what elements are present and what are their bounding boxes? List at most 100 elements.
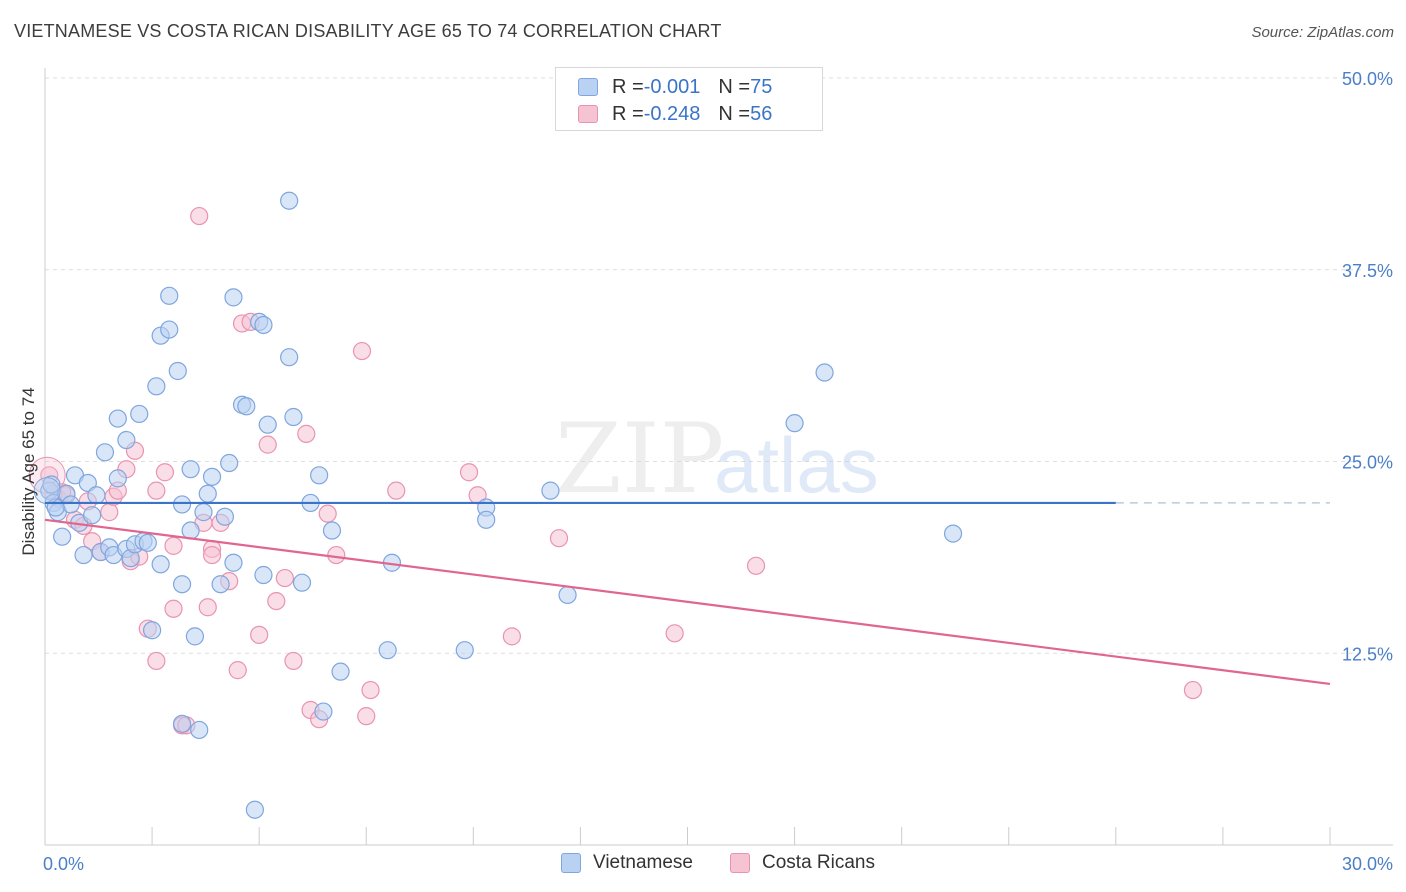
point-vietnamese — [245, 800, 264, 819]
legend-r-value: -0.001 — [643, 75, 701, 98]
point-costa-ricans — [297, 424, 316, 443]
point-vietnamese — [224, 288, 243, 307]
point-vietnamese — [61, 495, 80, 514]
point-costa-ricans — [190, 206, 209, 226]
source-label: Source: ZipAtlas.com — [1251, 24, 1394, 41]
legend-swatch-pink — [578, 105, 598, 123]
point-costa-ricans — [459, 463, 479, 482]
point-vietnamese — [455, 641, 474, 660]
point-vietnamese — [147, 377, 166, 396]
point-vietnamese — [331, 662, 350, 681]
point-vietnamese — [74, 545, 93, 565]
y-tick-label: 37.5% — [1342, 261, 1393, 281]
point-vietnamese — [215, 507, 234, 526]
point-vietnamese — [194, 503, 213, 522]
watermark-zip: ZIP — [555, 403, 724, 515]
legend-n-value: 56 — [750, 102, 773, 125]
point-vietnamese — [160, 286, 179, 305]
point-vietnamese — [117, 430, 136, 450]
point-costa-ricans — [665, 624, 684, 643]
point-costa-ricans — [387, 481, 406, 500]
point-vietnamese — [211, 575, 230, 594]
point-vietnamese — [815, 363, 834, 382]
point-vietnamese — [558, 585, 577, 605]
point-vietnamese — [378, 641, 397, 660]
point-vietnamese — [172, 714, 192, 733]
point-costa-ricans — [147, 481, 166, 500]
point-vietnamese — [292, 573, 312, 592]
point-vietnamese — [172, 575, 192, 594]
point-costa-ricans — [746, 556, 766, 575]
point-costa-ricans — [100, 503, 119, 522]
point-vietnamese — [108, 409, 127, 428]
point-costa-ricans — [327, 545, 346, 565]
legend-swatch-pink — [730, 853, 750, 873]
point-vietnamese — [95, 443, 115, 462]
series-vietnamese — [33, 191, 963, 819]
legend-row-costa-ricans: R = -0.248 N = 56 — [578, 102, 772, 126]
point-vietnamese — [237, 397, 256, 416]
point-vietnamese — [181, 521, 200, 540]
point-vietnamese — [254, 315, 273, 335]
point-vietnamese — [314, 702, 333, 721]
point-costa-ricans — [155, 463, 175, 482]
point-costa-ricans — [164, 536, 183, 555]
chart-title: VIETNAMESE VS COSTA RICAN DISABILITY AGE… — [14, 21, 722, 41]
point-costa-ricans — [357, 707, 376, 726]
point-vietnamese — [280, 348, 299, 367]
legend-r-label: R = — [612, 75, 644, 98]
point-vietnamese — [108, 469, 127, 488]
watermark: ZIP atlas — [555, 403, 879, 515]
point-vietnamese — [284, 407, 303, 427]
legend-r-label: R = — [612, 102, 644, 125]
y-tick-label: 25.0% — [1342, 453, 1393, 473]
point-costa-ricans — [198, 598, 217, 617]
legend-r-value: -0.248 — [643, 102, 701, 125]
axis-labels: 12.5% 25.0% 37.5% 50.0% 0.0% 30.0% Disability … — [19, 69, 1393, 874]
trend-lines — [44, 501, 1331, 686]
grid-lines — [45, 77, 1365, 654]
point-costa-ricans — [549, 529, 569, 548]
correlation-legend: R = -0.001 N = 75 R = -0.248 N = 56 — [555, 67, 823, 131]
legend-item-costa-ricans: Costa Ricans — [730, 852, 875, 874]
point-vietnamese — [198, 484, 217, 503]
point-vietnamese — [190, 720, 209, 740]
point-vietnamese — [172, 495, 192, 514]
point-vietnamese — [138, 533, 157, 552]
point-costa-ricans — [1183, 680, 1203, 700]
point-vietnamese — [181, 460, 200, 479]
x-tick-label: 30.0% — [1342, 854, 1393, 874]
legend-n-label: N = — [718, 102, 751, 125]
point-vietnamese — [258, 415, 277, 434]
point-vietnamese — [87, 486, 106, 505]
point-vietnamese — [130, 404, 149, 424]
point-vietnamese — [310, 466, 329, 485]
point-costa-ricans — [352, 341, 372, 361]
point-vietnamese — [943, 524, 963, 543]
point-vietnamese — [185, 627, 205, 646]
point-costa-ricans — [228, 661, 247, 680]
point-vietnamese — [224, 553, 243, 572]
point-costa-ricans — [275, 568, 294, 588]
point-vietnamese — [785, 414, 804, 433]
legend-n-label: N = — [718, 75, 751, 98]
point-costa-ricans — [502, 627, 521, 646]
point-costa-ricans — [361, 680, 380, 700]
point-vietnamese — [33, 477, 61, 505]
point-vietnamese — [168, 361, 187, 381]
point-vietnamese — [53, 527, 72, 546]
point-vietnamese — [78, 473, 97, 493]
point-vietnamese — [142, 621, 162, 640]
point-vietnamese — [280, 191, 299, 210]
y-tick-label: 50.0% — [1342, 69, 1393, 89]
point-costa-ricans — [250, 625, 269, 644]
point-costa-ricans — [202, 545, 222, 565]
point-vietnamese — [202, 467, 222, 486]
legend-swatch-blue — [561, 853, 581, 873]
point-vietnamese — [322, 521, 342, 540]
series-legend: Vietnamese Costa Ricans — [0, 852, 1406, 878]
point-costa-ricans — [284, 651, 303, 671]
point-vietnamese — [160, 320, 179, 339]
y-axis-label: Disability Age 65 to 74 — [19, 387, 38, 555]
